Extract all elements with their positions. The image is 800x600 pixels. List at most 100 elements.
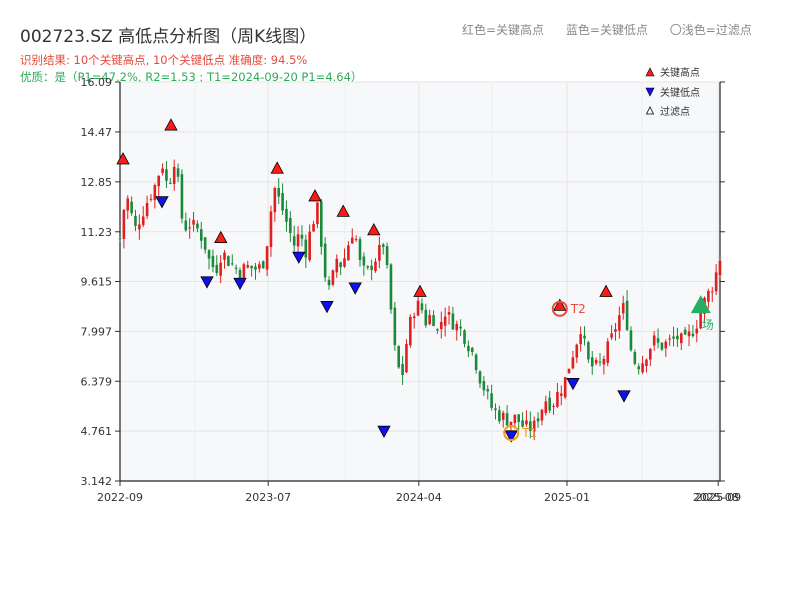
candle: [370, 259, 373, 281]
candle-body: [219, 262, 222, 276]
candle-body: [575, 344, 579, 358]
candle: [409, 314, 412, 348]
candle: [312, 220, 315, 232]
candle-body: [277, 187, 281, 197]
candle: [610, 325, 613, 340]
candle-body: [312, 224, 315, 232]
candle: [316, 202, 319, 229]
key-high-marker: [599, 284, 613, 297]
candle-body: [664, 341, 668, 349]
key-low-marker: [377, 425, 391, 439]
candle-body: [118, 238, 122, 240]
candle-body: [521, 420, 524, 427]
candle-body: [718, 260, 722, 276]
candle-body: [501, 412, 505, 420]
candle: [525, 410, 528, 427]
candle: [494, 403, 497, 420]
candle-body: [134, 215, 137, 226]
candle: [559, 385, 563, 406]
candle: [614, 323, 617, 341]
candle-body: [405, 343, 408, 373]
candle: [393, 301, 397, 351]
candle: [645, 358, 648, 373]
candle-body: [141, 216, 145, 225]
candle: [579, 326, 582, 352]
point-t2-marker: [551, 300, 568, 317]
candle-body: [188, 227, 191, 229]
candle-body: [265, 246, 269, 270]
legend-high-icon: [645, 67, 655, 77]
candle: [227, 255, 230, 267]
candle-body: [482, 381, 486, 391]
candle-body: [350, 237, 354, 244]
candle: [319, 198, 323, 255]
candle: [172, 159, 176, 191]
candle-body: [339, 262, 342, 268]
y-tick-label: 9.615: [81, 276, 113, 289]
candle-body: [335, 258, 339, 273]
key-high-marker: [116, 152, 130, 165]
key-low-marker: [617, 390, 631, 403]
candle-body: [645, 359, 648, 366]
candle-body: [532, 420, 536, 432]
point-t2-label: T2: [570, 302, 586, 316]
candle: [470, 346, 474, 356]
candle: [362, 252, 366, 276]
candle: [637, 363, 641, 375]
candle-body: [366, 266, 370, 268]
candle-body: [420, 303, 424, 311]
candle: [467, 340, 470, 357]
candle: [517, 414, 521, 431]
candle: [207, 249, 211, 270]
candle-body: [176, 168, 180, 177]
top-legend: 红色=关键高点 蓝色=关键低点 〇浅色=过滤点: [462, 21, 770, 38]
key-high-marker: [553, 298, 567, 311]
candle: [138, 214, 141, 240]
candle-body: [199, 229, 203, 241]
candle: [656, 328, 660, 349]
candle: [478, 370, 482, 388]
candle-body: [618, 315, 621, 331]
key-high-marker: [270, 161, 284, 174]
key-high-marker: [164, 118, 178, 131]
candle-body: [436, 329, 439, 331]
candle: [571, 350, 575, 370]
candle-body: [165, 169, 168, 181]
candle-body: [122, 209, 126, 239]
candle: [215, 255, 219, 276]
candle-body: [498, 410, 501, 422]
key-low-marker: [200, 276, 214, 289]
candle: [587, 340, 590, 363]
candle: [308, 224, 311, 262]
candle-body: [180, 174, 184, 219]
candle: [455, 320, 459, 341]
candle: [223, 250, 226, 269]
candle-body: [343, 258, 346, 267]
candle: [281, 183, 284, 215]
candle-body: [207, 250, 211, 259]
candle-body: [633, 352, 637, 364]
x-tick-label-extra: 2025-08: [693, 491, 739, 504]
candle: [443, 307, 447, 337]
candle-body: [695, 328, 699, 334]
candle: [381, 242, 385, 255]
legend-high-label: 关键高点: [660, 66, 700, 79]
candle: [664, 339, 668, 357]
candle-body: [687, 331, 691, 337]
candle-body: [540, 409, 544, 421]
candle-body: [583, 335, 586, 339]
candle: [575, 343, 579, 363]
candle-body: [490, 393, 493, 408]
candle: [339, 261, 342, 276]
candle: [230, 254, 234, 266]
candle-body: [598, 361, 602, 363]
candle-body: [358, 239, 362, 260]
candle: [385, 242, 389, 269]
candle: [501, 410, 505, 428]
candle-body: [529, 421, 532, 431]
key-low-marker: [155, 196, 169, 209]
candle-body: [548, 397, 551, 411]
candle: [292, 225, 296, 252]
candle: [126, 195, 130, 220]
